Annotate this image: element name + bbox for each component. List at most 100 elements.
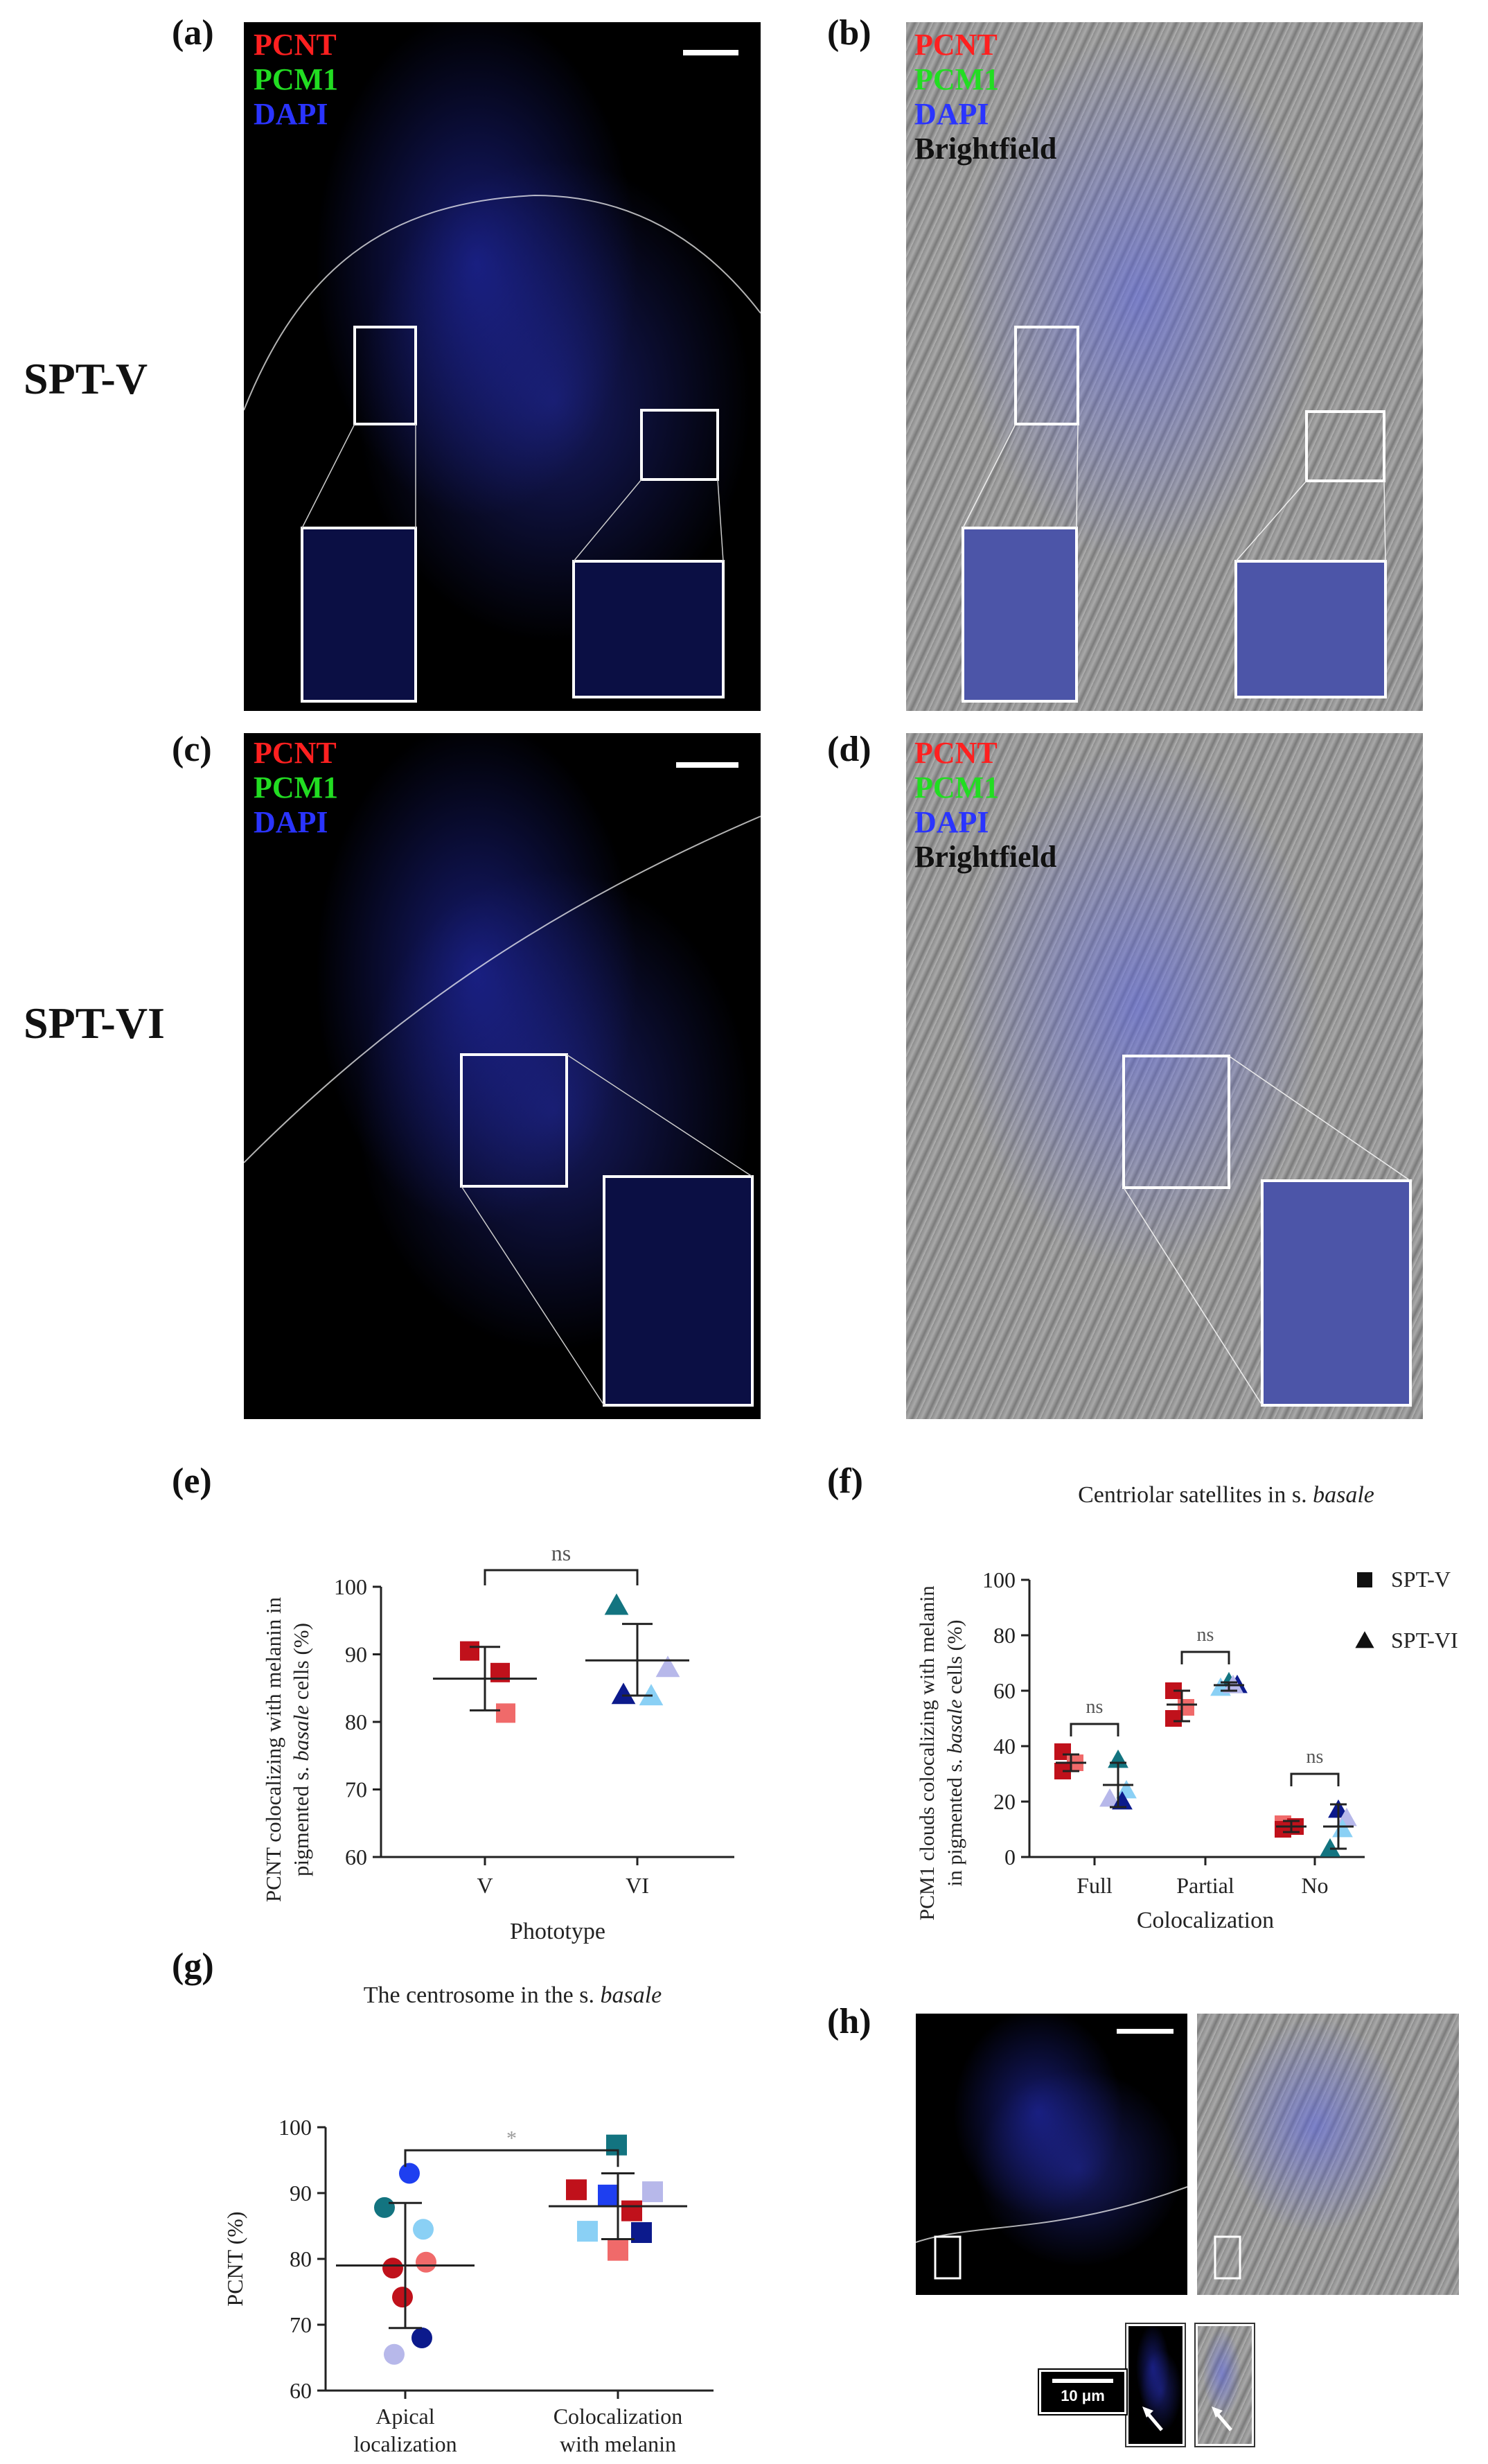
x-tick-label: Full: [1077, 1873, 1113, 1898]
tissue-outline-c: [244, 762, 761, 1407]
channel-legend-d: PCNT PCM1 DAPI Brightfield: [914, 736, 1056, 874]
circle-point: [392, 2287, 413, 2308]
x-tick-label: localization: [353, 2431, 457, 2456]
y-tick-label: 80: [290, 2246, 312, 2271]
y-axis-title: PCNT colocalizing with melanin in pigment…: [261, 1596, 313, 1902]
channel-dapi: DAPI: [914, 97, 989, 131]
micrograph-h-brightfield: [1197, 2014, 1459, 2295]
square-point: [621, 2200, 642, 2221]
channel-pcm1: PCM1: [254, 771, 339, 804]
circle-point: [411, 2327, 432, 2348]
panel-label-e: (e): [172, 1461, 212, 1501]
triangle-point: [1320, 1838, 1340, 1857]
significance-label: ns: [1307, 1746, 1324, 1768]
channel-pcnt: PCNT: [914, 736, 998, 770]
y-tick-label: 60: [993, 1678, 1016, 1703]
chart-title: The centrosome in the s. basale: [364, 1982, 662, 2008]
square-point: [1357, 1572, 1372, 1587]
channel-legend-c: PCNT PCM1 DAPI: [254, 736, 338, 840]
inset-h-fluorescence: [1125, 2323, 1186, 2447]
x-tick-label: Colocalization: [553, 2404, 683, 2429]
x-tick-label: Apical: [375, 2404, 434, 2429]
panel-label-d: (d): [827, 730, 871, 769]
micrograph-b: PCNT PCM1 DAPI Brightfield: [906, 22, 1423, 711]
chart-g: The centrosome in the s. basale 60 70 80 90 1…: [222, 1982, 714, 2456]
circle-point: [374, 2197, 395, 2218]
y-tick-label: 80: [345, 1709, 367, 1734]
arrow-icon: [1212, 2406, 1232, 2431]
y-axis-title: PCNT (%): [222, 2211, 247, 2306]
micrograph-c: PCNT PCM1 DAPI: [244, 733, 761, 1419]
triangle-point: [611, 1682, 636, 1705]
y-tick-label: 60: [290, 2378, 312, 2403]
significance-bracket: [1180, 1651, 1230, 1664]
x-tick-label: Partial: [1176, 1873, 1234, 1898]
panel-label-f: (f): [827, 1461, 863, 1501]
y-tick-label: 70: [290, 2312, 312, 2337]
y-tick-label: 20: [993, 1789, 1016, 1814]
micrograph-h-fluorescence: [916, 2014, 1187, 2295]
circle-point: [382, 2258, 403, 2279]
channel-brightfield: Brightfield: [914, 132, 1057, 166]
channel-pcm1: PCM1: [914, 771, 1000, 804]
square-point: [598, 2184, 619, 2206]
significance-bracket: [1290, 1772, 1340, 1786]
row-label-spt-v: SPT-V: [24, 354, 148, 403]
channel-legend-b: PCNT PCM1 DAPI Brightfield: [914, 28, 1056, 166]
x-axis-title: Colocalization: [1137, 1908, 1274, 1933]
tissue-outline-a: [244, 50, 761, 703]
x-tick-label: V: [477, 1873, 493, 1898]
y-axis-title-line2: in pigmented s. basale cells (%): [944, 1620, 966, 1887]
x-tick-label: VI: [626, 1873, 649, 1898]
x-tick-label: No: [1301, 1873, 1328, 1898]
significance-label: ns: [1197, 1624, 1214, 1646]
square-point: [642, 2181, 663, 2203]
triangle-point: [1116, 1779, 1137, 1799]
square-point: [1165, 1710, 1182, 1727]
channel-dapi: DAPI: [254, 805, 328, 839]
significance-label: ns: [551, 1540, 571, 1565]
square-point: [1275, 1821, 1291, 1838]
tissue-outline-d: [1122, 1055, 1412, 1407]
square-point: [566, 2179, 587, 2201]
square-point: [606, 2134, 627, 2156]
square-point: [577, 2221, 598, 2242]
inset-h-brightfield: [1194, 2323, 1255, 2447]
y-tick-label: 90: [290, 2181, 312, 2206]
panel-label-b: (b): [827, 13, 871, 53]
square-point: [496, 1703, 515, 1723]
triangle-point: [604, 1593, 629, 1615]
legend-label: SPT-V: [1391, 1567, 1451, 1592]
legend-label: SPT-VI: [1391, 1628, 1458, 1653]
y-axis-title-line2: pigmented s. basale cells (%): [289, 1623, 313, 1876]
row-label-spt-vi: SPT-VI: [24, 998, 165, 1048]
x-tick-label: with melanin: [560, 2431, 676, 2456]
circle-point: [413, 2219, 434, 2240]
circle-point: [399, 2163, 420, 2184]
y-tick-label: 40: [993, 1734, 1016, 1759]
triangle-point: [1355, 1631, 1374, 1648]
y-tick-label: 80: [993, 1623, 1016, 1648]
panel-label-h: (h): [827, 2002, 871, 2041]
channel-pcnt: PCNT: [254, 736, 337, 770]
channel-brightfield: Brightfield: [914, 840, 1057, 874]
chart-f: Centriolar satellites in s. basale 0 20 40 6…: [916, 1482, 1458, 1933]
panel-label-c: (c): [172, 730, 212, 769]
arrow-icon: [1142, 2406, 1163, 2431]
significance-label: *: [506, 2127, 517, 2149]
y-axis-title-line1: PCNT colocalizing with melanin in: [261, 1596, 285, 1902]
square-point: [460, 1641, 479, 1661]
chart-title: Centriolar satellites in s. basale: [1078, 1482, 1374, 1508]
micrograph-d: PCNT PCM1 DAPI Brightfield: [906, 733, 1423, 1419]
x-axis-title: Phototype: [510, 1919, 605, 1944]
y-axis-title-line1: PCNT (%): [222, 2211, 247, 2306]
y-tick-label: 90: [345, 1642, 367, 1667]
channel-pcnt: PCNT: [254, 28, 337, 62]
tissue-outline-h2: [1214, 2235, 1241, 2280]
significance-bracket: [484, 1569, 639, 1585]
chart-e: 60 70 80 90 100 V VI Phototype PCNT colocalizing…: [261, 1540, 734, 1944]
y-axis-title: PCM1 clouds colocalizing with melanin in …: [916, 1585, 966, 1920]
y-tick-label: 100: [334, 1574, 367, 1599]
significance-bracket: [404, 2149, 619, 2167]
micrograph-a: PCNT PCM1 DAPI: [244, 22, 761, 711]
